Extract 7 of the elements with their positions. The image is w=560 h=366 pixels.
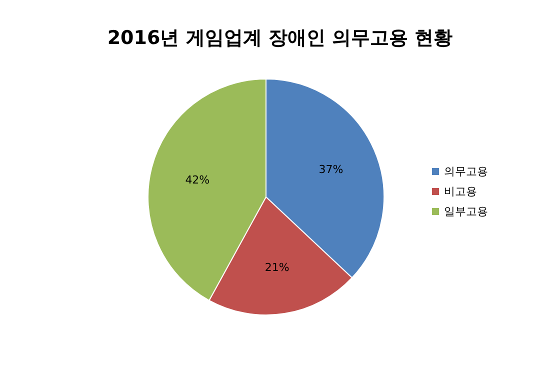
legend-label: 의무고용 bbox=[444, 165, 488, 178]
chart-title: 2016년 게임업계 장애인 의무고용 현황 bbox=[107, 27, 453, 49]
data-label: 42% bbox=[185, 173, 210, 186]
legend-label: 일부고용 bbox=[444, 205, 488, 218]
data-label: 21% bbox=[264, 260, 290, 274]
data-label: 37% bbox=[318, 162, 344, 176]
legend-label: 비고용 bbox=[444, 185, 477, 198]
